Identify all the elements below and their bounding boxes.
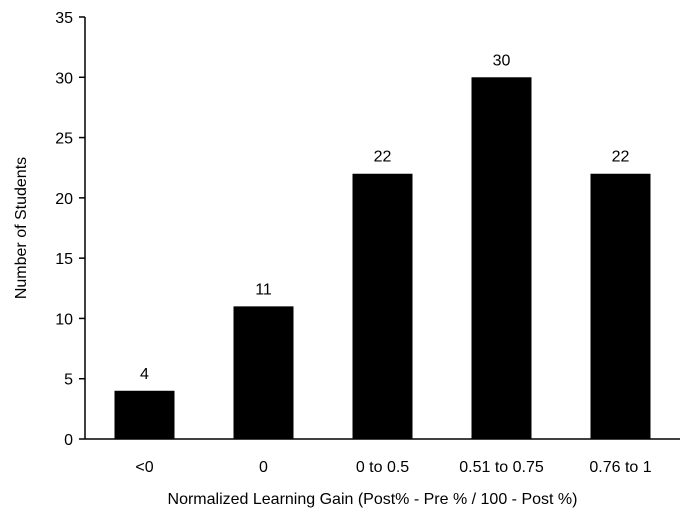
x-ticks-layer: <0 0 0 to 0.5 0.51 to 0.75 0.76 to 1 bbox=[135, 459, 651, 476]
axes-layer bbox=[84, 17, 680, 440]
x-tick-label: 0.76 to 1 bbox=[589, 459, 651, 476]
x-tick-label: 0 bbox=[259, 459, 268, 476]
x-axis-title: Normalized Learning Gain (Post% - Pre % … bbox=[168, 491, 578, 508]
bar bbox=[114, 390, 175, 439]
x-tick-label: <0 bbox=[135, 459, 153, 476]
data-label: 4 bbox=[140, 366, 149, 383]
bar bbox=[471, 77, 532, 440]
y-tick-label: 25 bbox=[55, 131, 73, 148]
bar bbox=[590, 173, 651, 439]
bar bbox=[352, 173, 413, 439]
x-tick-label: 0 to 0.5 bbox=[356, 459, 409, 476]
data-label: 22 bbox=[374, 149, 392, 166]
y-ticks-layer: 0 5 10 15 20 25 30 35 bbox=[55, 10, 85, 449]
x-tick-label: 0.51 to 0.75 bbox=[459, 459, 544, 476]
data-label: 22 bbox=[612, 149, 630, 166]
y-tick-label: 30 bbox=[55, 70, 73, 87]
bars-layer bbox=[114, 77, 651, 440]
data-label: 11 bbox=[255, 281, 272, 298]
y-tick-label: 20 bbox=[55, 191, 73, 208]
data-label: 30 bbox=[493, 52, 511, 69]
y-tick-label: 15 bbox=[55, 251, 73, 268]
data-labels-layer: 4 11 22 30 22 bbox=[140, 52, 629, 382]
y-tick-label: 0 bbox=[64, 432, 73, 449]
y-tick-label: 5 bbox=[64, 372, 73, 389]
y-tick-label: 10 bbox=[55, 311, 73, 328]
bar bbox=[233, 306, 294, 439]
y-tick-label: 35 bbox=[55, 10, 73, 27]
y-axis-title: Number of Students bbox=[13, 157, 30, 299]
